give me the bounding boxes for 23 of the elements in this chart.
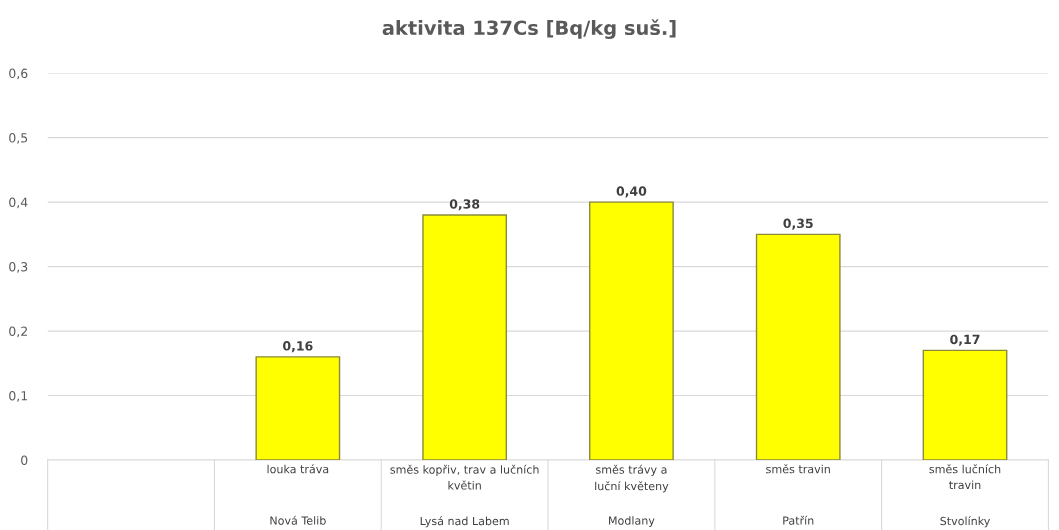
y-tick-label: 0,4 xyxy=(9,197,28,209)
y-tick-label: 0 xyxy=(21,455,28,465)
bar xyxy=(255,356,341,461)
data-label: 0,40 xyxy=(616,186,647,198)
category-label: směs travin Patřín xyxy=(766,464,830,525)
chart-title: aktivita 137Cs [Bq/kg suš.] xyxy=(382,19,676,40)
data-label: 0,16 xyxy=(283,341,313,353)
bar xyxy=(422,214,508,461)
bar xyxy=(589,201,674,461)
category-label: louka tráva Nová Telib xyxy=(267,464,329,525)
category-label: směs lučních travin Stvolínky xyxy=(929,464,1001,528)
data-label: 0,35 xyxy=(783,218,813,230)
category-label: směs kopřiv, trav a lučních květin Lysá nad Labem xyxy=(390,464,539,528)
y-tick-label: 0,3 xyxy=(9,262,28,273)
y-tick-label: 0,1 xyxy=(9,391,28,402)
y-tick-label: 0,6 xyxy=(9,68,28,80)
bar xyxy=(755,233,841,461)
y-tick-label: 0,2 xyxy=(9,326,27,338)
data-label: 0,17 xyxy=(950,334,980,346)
data-label: 0,38 xyxy=(449,199,480,211)
category-label: směs trávy a luční květeny Modlany xyxy=(595,464,669,527)
y-tick-label: 0,5 xyxy=(9,133,28,144)
bar xyxy=(922,349,1008,461)
